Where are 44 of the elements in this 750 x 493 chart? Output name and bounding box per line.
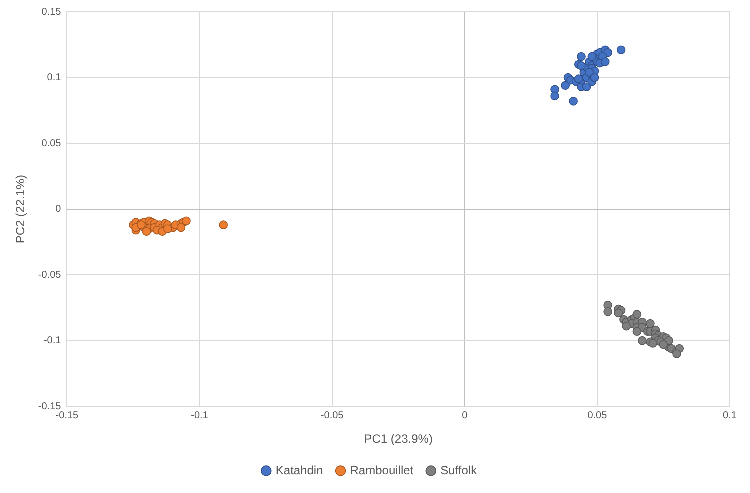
x-tick-label: -0.1	[191, 410, 209, 422]
y-tick-label: 0.1	[47, 72, 62, 84]
y-tick-label: 0.05	[42, 138, 62, 150]
point	[585, 68, 594, 77]
point	[659, 340, 668, 350]
point	[182, 216, 191, 226]
point	[582, 82, 592, 92]
point	[614, 308, 624, 318]
point	[600, 58, 610, 66]
point	[672, 350, 682, 358]
x-tick-label: -0.15	[56, 410, 80, 422]
point	[646, 319, 655, 328]
point	[590, 73, 600, 82]
y-axis-title: PC2 (22.1%)	[14, 174, 28, 244]
point	[622, 322, 631, 331]
point	[561, 81, 570, 90]
point	[632, 327, 642, 336]
point	[648, 339, 658, 348]
point	[616, 46, 626, 55]
x-tick-label: -0.05	[320, 410, 344, 422]
point	[176, 223, 186, 232]
x-tick-label: 0.05	[588, 410, 608, 422]
legend-label: Suffolk	[440, 463, 478, 478]
point	[574, 74, 584, 84]
x-tick-label: 0	[462, 410, 468, 422]
point	[577, 62, 586, 70]
point	[632, 310, 642, 319]
point	[604, 307, 612, 316]
y-tick-label: 0.15	[42, 6, 62, 18]
point	[164, 224, 172, 234]
y-tick-label: -0.05	[38, 270, 62, 281]
legend-label: Katahdin	[276, 463, 324, 478]
point	[219, 220, 228, 230]
legend-label: Rambouillet	[350, 463, 414, 478]
point	[638, 336, 647, 346]
y-tick-label: -0.1	[44, 336, 62, 347]
x-axis-title: PC1 (23.9%)	[364, 432, 433, 446]
point	[588, 52, 597, 62]
point	[569, 97, 578, 106]
y-tick-label: 0	[56, 204, 62, 216]
x-tick-label: 0.1	[723, 410, 738, 422]
y-tick-label: -0.15	[38, 401, 62, 412]
point	[577, 52, 586, 62]
point	[550, 92, 560, 101]
